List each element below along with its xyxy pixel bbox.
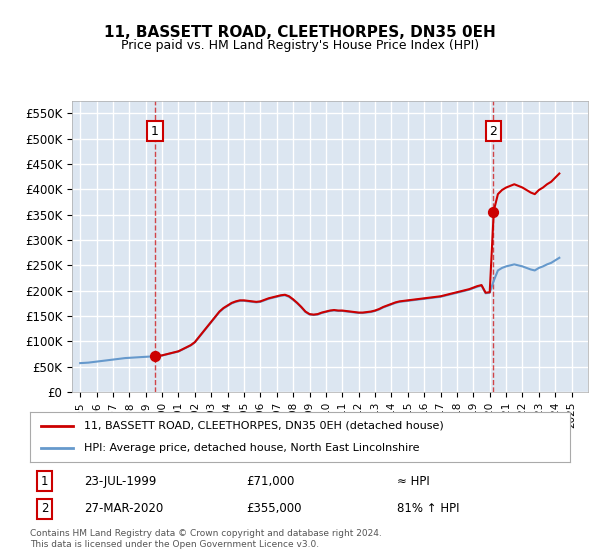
Text: 11, BASSETT ROAD, CLEETHORPES, DN35 0EH (detached house): 11, BASSETT ROAD, CLEETHORPES, DN35 0EH … [84,421,444,431]
Text: Price paid vs. HM Land Registry's House Price Index (HPI): Price paid vs. HM Land Registry's House … [121,39,479,52]
Point [488,208,498,217]
Text: ≈ HPI: ≈ HPI [397,475,430,488]
Text: 11, BASSETT ROAD, CLEETHORPES, DN35 0EH: 11, BASSETT ROAD, CLEETHORPES, DN35 0EH [104,25,496,40]
Text: 23-JUL-1999: 23-JUL-1999 [84,475,157,488]
Text: HPI: Average price, detached house, North East Lincolnshire: HPI: Average price, detached house, Nort… [84,443,419,453]
Point [150,352,160,361]
Text: £355,000: £355,000 [246,502,302,515]
Text: 2: 2 [41,502,48,515]
Text: 81% ↑ HPI: 81% ↑ HPI [397,502,460,515]
Text: £71,000: £71,000 [246,475,295,488]
Text: 1: 1 [41,475,48,488]
Text: 2: 2 [490,125,497,138]
Text: Contains HM Land Registry data © Crown copyright and database right 2024.
This d: Contains HM Land Registry data © Crown c… [30,529,382,549]
Text: 27-MAR-2020: 27-MAR-2020 [84,502,163,515]
Text: 1: 1 [151,125,159,138]
